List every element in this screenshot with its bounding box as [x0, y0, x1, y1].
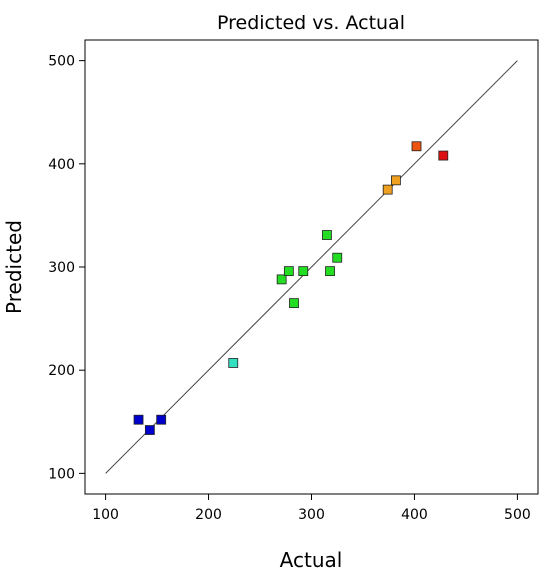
y-tick-label: 300: [48, 260, 75, 276]
x-axis: 100 200 300 400 500: [92, 494, 531, 523]
data-point: [156, 414, 167, 425]
x-tick-label: 500: [504, 507, 531, 523]
y-tick-label: 500: [48, 54, 75, 70]
y-tick-label: 400: [48, 157, 75, 173]
data-point: [391, 175, 401, 186]
data-point: [276, 274, 287, 285]
y-axis: 100 200 300 400 500: [48, 54, 85, 482]
data-point: [322, 230, 332, 240]
data-point: [382, 184, 393, 195]
data-point: [411, 141, 422, 152]
data-points: [133, 141, 449, 435]
x-tick-label: 100: [92, 507, 119, 523]
data-point: [144, 425, 155, 435]
data-point: [289, 298, 299, 309]
y-tick-label: 100: [48, 466, 75, 482]
reference-line: [105, 60, 518, 474]
data-point: [228, 358, 239, 368]
data-point: [332, 252, 343, 263]
data-point: [438, 150, 449, 161]
chart-title: Predicted vs. Actual: [217, 12, 405, 34]
x-tick-label: 300: [298, 507, 325, 523]
data-point: [325, 266, 335, 277]
reference-line-layer: [105, 60, 518, 474]
data-point: [133, 414, 144, 425]
x-axis-title: Actual: [280, 548, 343, 572]
y-axis-title: Predicted: [2, 220, 26, 314]
y-tick-label: 200: [48, 363, 75, 379]
x-tick-label: 400: [401, 507, 428, 523]
x-tick-label: 200: [195, 507, 222, 523]
data-point: [283, 266, 294, 277]
data-point: [298, 266, 309, 277]
